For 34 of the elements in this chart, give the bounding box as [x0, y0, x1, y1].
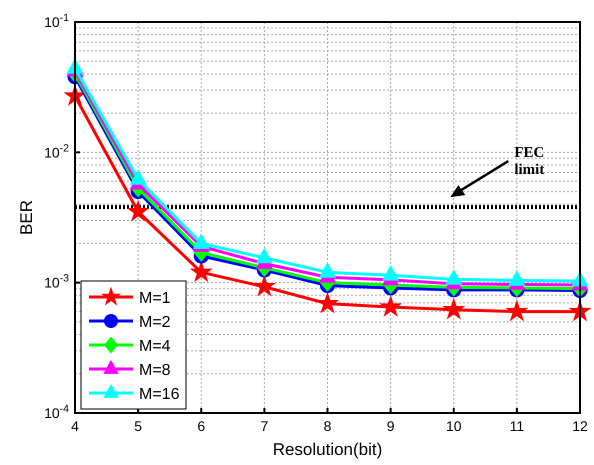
x-tick-label: 12	[572, 418, 588, 434]
y-tick-label: 10$^{-3}$	[44, 272, 70, 291]
x-axis-title: Resolution(bit)	[272, 440, 382, 459]
point	[254, 276, 275, 296]
x-tick-label: 8	[324, 418, 332, 434]
point	[380, 296, 402, 316]
point	[130, 170, 146, 185]
x-tick-label: 11	[510, 418, 524, 434]
legend-label: M=1	[139, 290, 171, 307]
legend-label: M=8	[139, 362, 171, 379]
x-tick-label: 9	[386, 418, 395, 434]
point	[382, 266, 399, 281]
point	[443, 298, 464, 319]
point	[128, 200, 149, 221]
x-tick-label: 7	[260, 418, 268, 434]
legend-label: M=2	[139, 314, 171, 331]
y-tick-label: 10$^{-2}$	[44, 142, 70, 160]
legend-label: M=4	[139, 338, 171, 355]
point	[193, 234, 210, 249]
x-tick-label: 5	[134, 418, 142, 434]
y-axis-title: BER	[17, 200, 36, 235]
point	[508, 270, 526, 286]
point	[190, 261, 212, 282]
legend-label: M=16	[139, 386, 180, 403]
point	[256, 248, 273, 264]
x-tick-label: 4	[71, 418, 80, 434]
x-tick-label: 10	[446, 418, 462, 434]
ref-line-label: FEC limit	[514, 145, 544, 178]
point	[319, 262, 336, 278]
x-tick-label: 6	[197, 418, 206, 434]
y-tick-label: 10$^{-1}$	[44, 12, 70, 30]
y-tick-label: 10$^{-4}$	[44, 403, 70, 421]
point	[446, 270, 462, 285]
point	[506, 300, 528, 321]
